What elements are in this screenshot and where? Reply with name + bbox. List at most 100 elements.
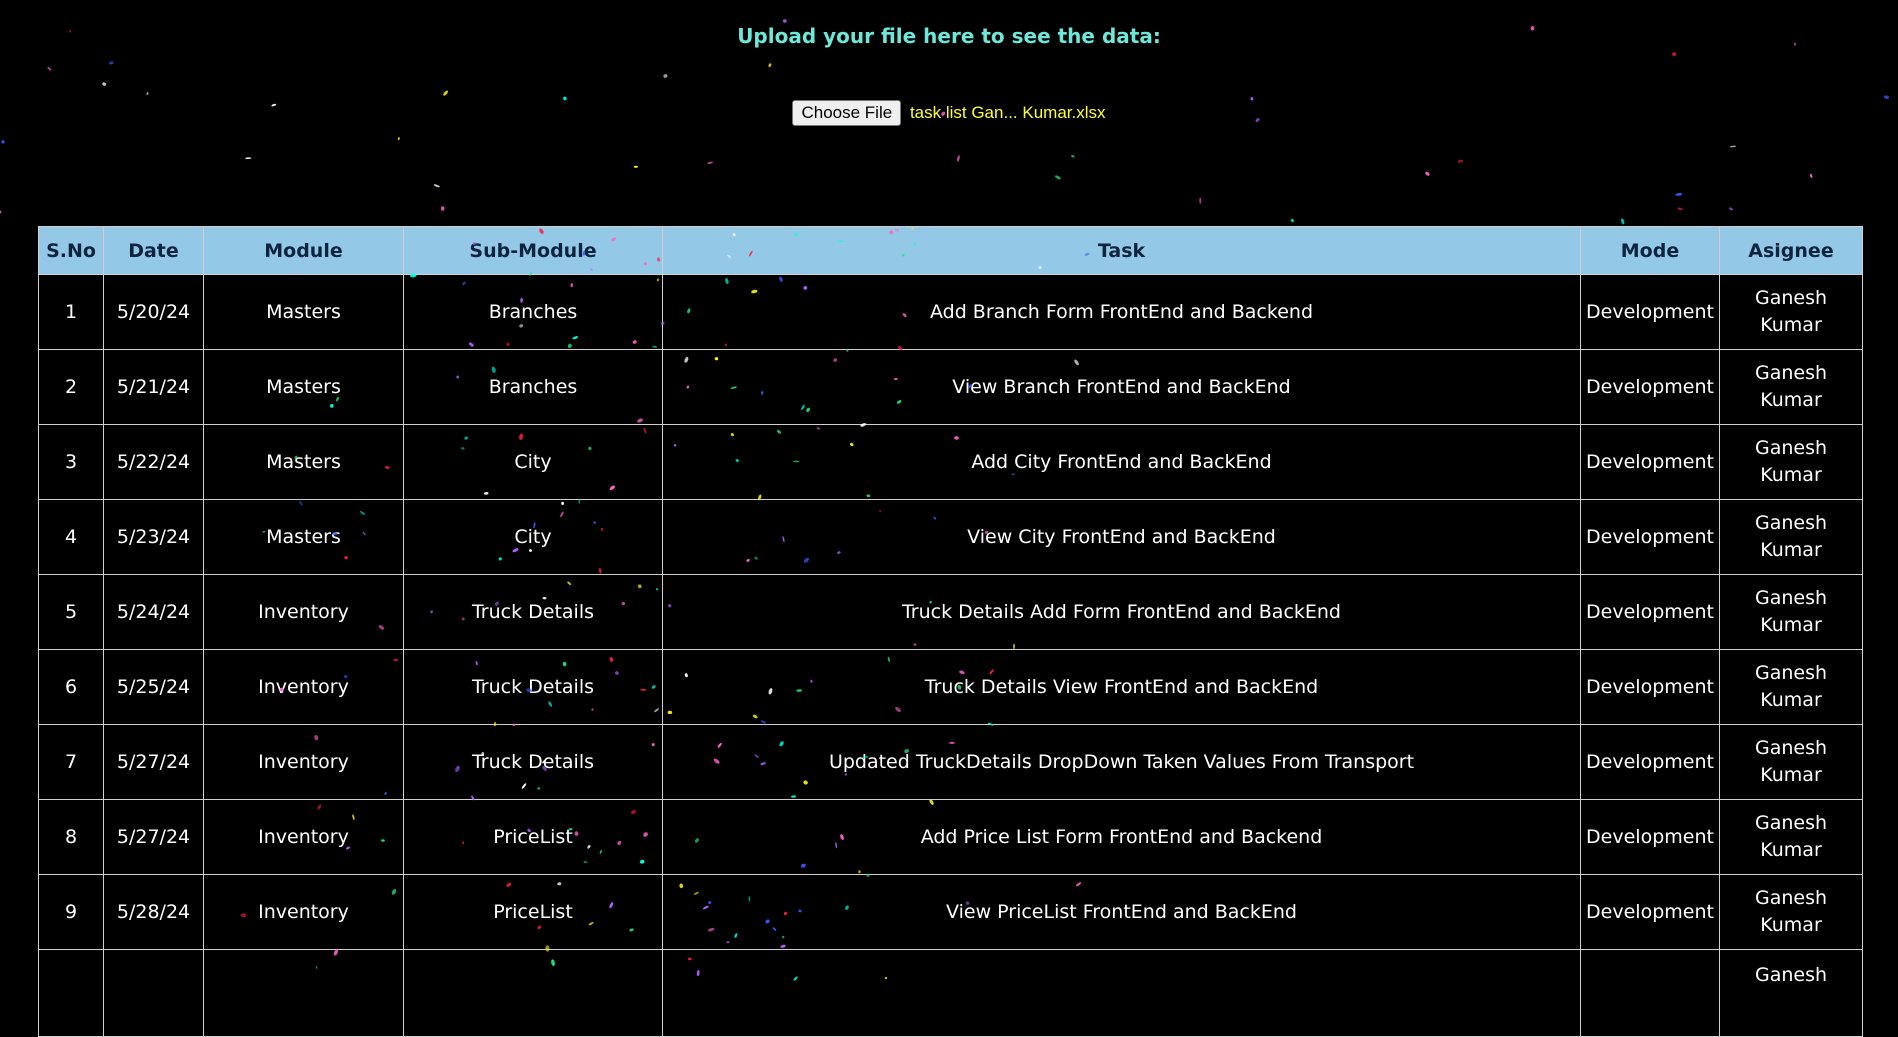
header-date: Date <box>103 226 204 275</box>
cell-sub-module: Truck Details <box>403 574 663 650</box>
cell-module: Masters <box>203 424 404 500</box>
cell-sno: 8 <box>38 799 104 875</box>
confetti-piece <box>47 66 52 71</box>
cell-task: View City FrontEnd and BackEnd <box>662 499 1581 575</box>
cell-sno: 9 <box>38 874 104 950</box>
confetti-piece <box>1 140 5 144</box>
confetti-piece <box>1677 207 1683 211</box>
choose-file-button[interactable]: Choose File <box>792 100 902 126</box>
table-row: 8 5/27/24 Inventory PriceList Add Price … <box>38 799 1863 875</box>
cell-task: View PriceList FrontEnd and BackEnd <box>662 874 1581 950</box>
cell-task: View Branch FrontEnd and BackEnd <box>662 349 1581 425</box>
cell-sub-module: City <box>403 424 663 500</box>
confetti-piece <box>102 82 107 86</box>
confetti-piece <box>397 137 400 141</box>
confetti-piece <box>782 19 787 23</box>
cell-task: Truck Details View FrontEnd and BackEnd <box>662 649 1581 725</box>
cell-asignee: Ganesh Kumar <box>1719 874 1863 950</box>
cell-module: Inventory <box>203 799 404 875</box>
confetti-piece <box>663 74 668 78</box>
cell-sno: 3 <box>38 424 104 500</box>
confetti-piece <box>956 155 960 162</box>
cell-module: Inventory <box>203 724 404 800</box>
confetti-piece <box>433 184 440 188</box>
cell-date: 5/27/24 <box>103 799 204 875</box>
cell-mode: Development <box>1580 574 1720 650</box>
cell-date: 5/20/24 <box>103 274 204 350</box>
cell-sub-module: City <box>403 499 663 575</box>
selected-file-name: task list Gan... Kumar.xlsx <box>909 103 1106 122</box>
confetti-piece <box>108 61 114 65</box>
cell-module: Masters <box>203 499 404 575</box>
cell-module <box>203 949 404 1037</box>
confetti-piece <box>1457 159 1464 163</box>
confetti-piece <box>1071 155 1075 158</box>
header-module: Module <box>203 226 404 275</box>
confetti-piece <box>1729 207 1733 211</box>
header-task: Task <box>662 226 1581 275</box>
header-sub-module: Sub-Module <box>403 226 663 275</box>
cell-date: 5/21/24 <box>103 349 204 425</box>
table-header-row: S.No Date Module Sub-Module Task Mode As… <box>38 226 1863 275</box>
cell-sub-module: PriceList <box>403 799 663 875</box>
confetti-piece <box>1672 52 1677 56</box>
cell-task: Add Branch Form FrontEnd and Backend <box>662 274 1581 350</box>
cell-task <box>662 949 1581 1037</box>
cell-sno: 2 <box>38 349 104 425</box>
confetti-piece <box>1675 193 1683 196</box>
cell-sno: 6 <box>38 649 104 725</box>
cell-asignee: Ganesh Kumar <box>1719 799 1863 875</box>
confetti-piece <box>1199 197 1202 204</box>
cell-sno: 7 <box>38 724 104 800</box>
cell-mode: Development <box>1580 874 1720 950</box>
confetti-piece <box>1291 218 1294 223</box>
table-row: 3 5/22/24 Masters City Add City FrontEnd… <box>38 424 1863 500</box>
cell-module: Inventory <box>203 649 404 725</box>
cell-mode: Development <box>1580 799 1720 875</box>
table-row: 7 5/27/24 Inventory Truck Details Update… <box>38 724 1863 800</box>
cell-mode: Development <box>1580 649 1720 725</box>
cell-module: Masters <box>203 274 404 350</box>
cell-date: 5/24/24 <box>103 574 204 650</box>
cell-task: Truck Details Add Form FrontEnd and Back… <box>662 574 1581 650</box>
confetti-piece <box>707 161 713 164</box>
cell-sub-module: Truck Details <box>403 649 663 725</box>
cell-sub-module: Truck Details <box>403 724 663 800</box>
file-uploader: Choose File task list Gan... Kumar.xlsx <box>0 100 1898 126</box>
cell-sub-module <box>403 949 663 1037</box>
cell-date: 5/27/24 <box>103 724 204 800</box>
header-asignee: Asignee <box>1719 226 1863 275</box>
cell-asignee: Ganesh Kumar <box>1719 649 1863 725</box>
cell-sub-module: Branches <box>403 349 663 425</box>
cell-date <box>103 949 204 1037</box>
upload-heading: Upload your file here to see the data: <box>737 24 1161 48</box>
table-row: 6 5/25/24 Inventory Truck Details Truck … <box>38 649 1863 725</box>
task-table: S.No Date Module Sub-Module Task Mode As… <box>38 226 1863 1037</box>
confetti-piece <box>440 206 445 211</box>
confetti-piece <box>146 92 149 96</box>
cell-mode <box>1580 949 1720 1037</box>
confetti-piece <box>1620 218 1625 225</box>
confetti-piece <box>443 90 449 96</box>
table-row: 2 5/21/24 Masters Branches View Branch F… <box>38 349 1863 425</box>
cell-sub-module: Branches <box>403 274 663 350</box>
confetti-piece <box>0 210 2 214</box>
confetti-piece <box>633 165 638 168</box>
confetti-piece <box>1809 173 1813 178</box>
cell-asignee: Ganesh Kumar <box>1719 349 1863 425</box>
table-row: 9 5/28/24 Inventory PriceList View Price… <box>38 874 1863 950</box>
cell-asignee: Ganesh Kumar <box>1719 499 1863 575</box>
cell-mode: Development <box>1580 349 1720 425</box>
cell-asignee: Ganesh Kumar <box>1719 424 1863 500</box>
cell-sno: 5 <box>38 574 104 650</box>
cell-mode: Development <box>1580 724 1720 800</box>
table-row: 5 5/24/24 Inventory Truck Details Truck … <box>38 574 1863 650</box>
cell-date: 5/22/24 <box>103 424 204 500</box>
cell-date: 5/25/24 <box>103 649 204 725</box>
confetti-piece <box>1054 175 1061 180</box>
cell-mode: Development <box>1580 499 1720 575</box>
cell-task: Add Price List Form FrontEnd and Backend <box>662 799 1581 875</box>
header-sno: S.No <box>38 226 104 275</box>
cell-module: Inventory <box>203 574 404 650</box>
confetti-piece <box>768 63 772 68</box>
